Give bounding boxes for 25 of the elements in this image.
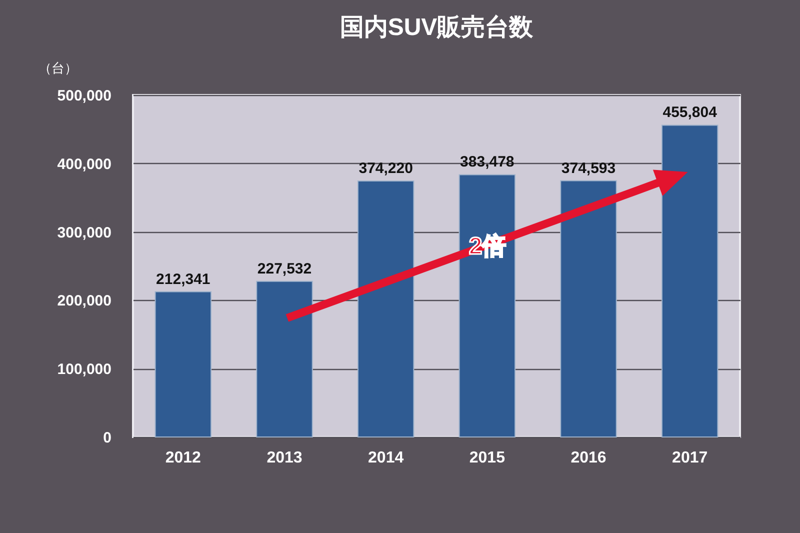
x-tick-label: 2016	[570, 450, 606, 466]
x-tick-label: 2017	[672, 450, 708, 466]
y-tick-label: 300,000	[57, 224, 112, 242]
bar	[458, 174, 516, 438]
data-label: 374,220	[358, 160, 413, 178]
y-tick-label: 100,000	[57, 361, 112, 378]
bar	[560, 180, 617, 438]
bar	[357, 180, 414, 438]
bar	[661, 124, 718, 438]
y-axis-title: （台）	[38, 60, 78, 76]
bar	[154, 291, 212, 438]
data-label: 455,804	[662, 104, 718, 122]
x-tick-label: 2014	[368, 450, 404, 466]
y-tick-label: 400,000	[57, 156, 112, 173]
y-tick-label: 0	[103, 430, 112, 446]
y-tick-label: 500,000	[57, 88, 112, 104]
x-tick-label: 2013	[266, 450, 302, 466]
data-label: 227,532	[257, 260, 312, 278]
bar	[256, 280, 313, 438]
x-tick-label: 2015	[469, 450, 506, 466]
chart-title: 国内SUV販売台数	[340, 14, 534, 41]
data-label: 374,593	[561, 160, 616, 177]
data-label: 212,341	[156, 270, 210, 288]
x-tick-label: 2012	[165, 450, 202, 466]
y-tick-label: 200,000	[57, 292, 112, 310]
